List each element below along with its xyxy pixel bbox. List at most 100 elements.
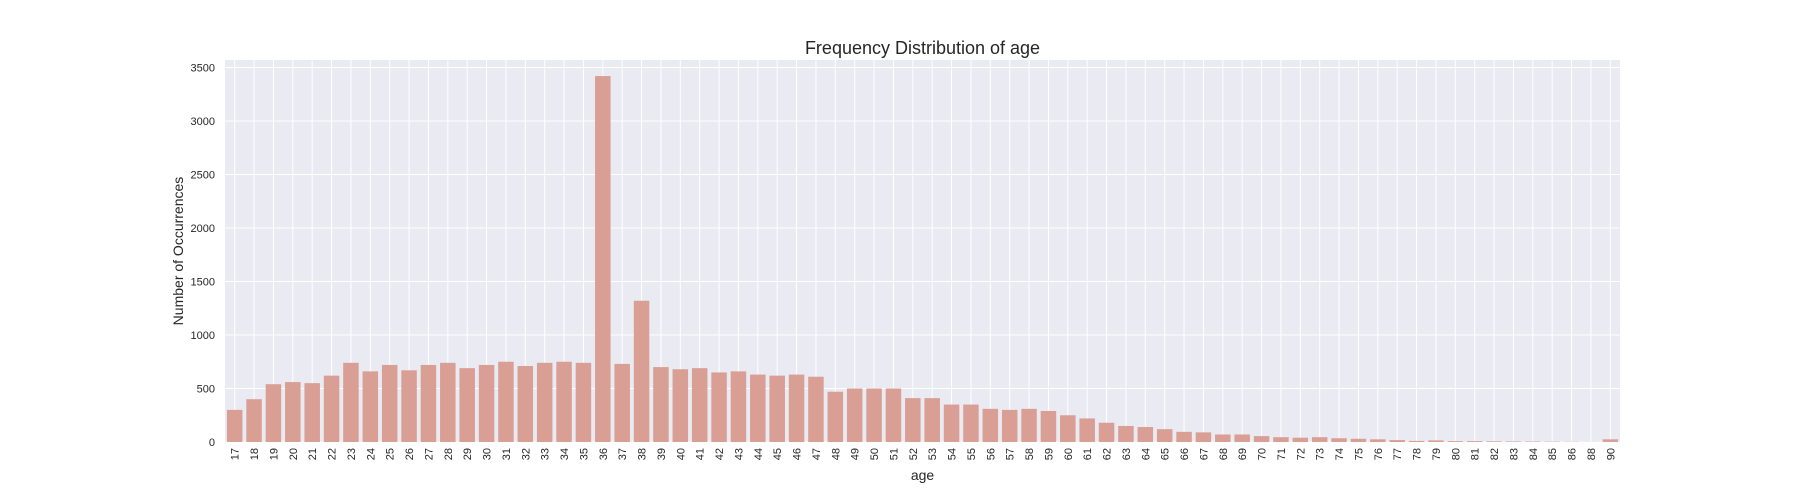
- bars: [226, 76, 1619, 443]
- x-axis-ticks: 17 18 19 20 21 22 23 24 25 26 27 28 29 30 31 32 33 34 35 36…: [230, 448, 1618, 460]
- x-tick-label: 55: [966, 448, 978, 460]
- y-tick-label: 0: [209, 437, 215, 449]
- x-tick-label: 64: [1140, 448, 1152, 460]
- bar-age-70: [1253, 436, 1270, 442]
- plot-background: [225, 60, 1620, 442]
- bar-age-54: [943, 404, 960, 442]
- bar-age-56: [982, 408, 999, 442]
- bar-age-51: [885, 388, 902, 442]
- bar-age-66: [1176, 431, 1192, 442]
- x-tick-label: 77: [1392, 448, 1404, 460]
- x-tick-label: 52: [908, 448, 920, 460]
- x-tick-label: 24: [365, 448, 377, 460]
- bar-age-41: [691, 368, 708, 442]
- bar-age-33: [536, 362, 553, 442]
- x-tick-label: 49: [850, 448, 862, 460]
- x-tick-label: 69: [1237, 448, 1249, 460]
- bar-age-44: [750, 374, 766, 442]
- x-tick-label: 56: [985, 448, 997, 460]
- bar-age-72: [1292, 437, 1309, 442]
- bar-age-49: [846, 388, 863, 442]
- bar-age-61: [1079, 418, 1095, 442]
- x-tick-label: 53: [927, 448, 939, 460]
- x-tick-label: 85: [1547, 448, 1559, 460]
- bar-age-42: [711, 372, 727, 442]
- x-tick-label: 17: [230, 448, 242, 460]
- x-tick-label: 75: [1353, 448, 1365, 460]
- x-tick-label: 34: [559, 448, 571, 460]
- x-tick-label: 82: [1489, 448, 1501, 460]
- x-tick-label: 84: [1528, 448, 1540, 460]
- x-tick-label: 58: [1024, 448, 1036, 460]
- bar-age-78: [1408, 440, 1425, 442]
- x-tick-label: 78: [1412, 448, 1424, 460]
- x-tick-label: 30: [482, 448, 494, 460]
- x-tick-label: 35: [578, 448, 590, 460]
- bar-age-29: [459, 368, 475, 442]
- bar-age-65: [1156, 429, 1173, 442]
- x-tick-label: 63: [1121, 448, 1133, 460]
- x-tick-label: 74: [1334, 448, 1346, 460]
- bar-age-60: [1060, 415, 1076, 442]
- bar-age-80: [1447, 441, 1464, 442]
- x-tick-label: 25: [385, 448, 397, 460]
- bar-age-75: [1350, 438, 1367, 442]
- x-tick-label: 62: [1102, 448, 1114, 460]
- bar-age-59: [1040, 410, 1057, 442]
- bar-age-64: [1137, 427, 1154, 442]
- x-tick-label: 41: [695, 448, 707, 460]
- x-tick-label: 65: [1160, 448, 1172, 460]
- x-tick-label: 51: [888, 448, 900, 460]
- bar-age-77: [1389, 440, 1405, 442]
- x-tick-label: 18: [249, 448, 261, 460]
- bar-age-21: [304, 383, 320, 442]
- x-tick-label: 44: [753, 448, 765, 460]
- bar-age-38: [633, 300, 650, 442]
- x-tick-label: 42: [714, 448, 726, 460]
- bar-age-30: [478, 364, 495, 442]
- x-tick-label: 88: [1586, 448, 1598, 460]
- x-tick-label: 81: [1470, 448, 1482, 460]
- bar-age-45: [769, 375, 785, 442]
- x-tick-label: 68: [1218, 448, 1230, 460]
- x-tick-label: 26: [404, 448, 416, 460]
- x-tick-label: 19: [268, 448, 280, 460]
- bar-age-82: [1486, 441, 1502, 442]
- chart-title: Frequency Distribution of age: [805, 38, 1040, 58]
- x-tick-label: 32: [520, 448, 532, 460]
- x-tick-label: 59: [1043, 448, 1055, 460]
- x-tick-label: 22: [327, 448, 339, 460]
- bar-age-68: [1215, 434, 1231, 442]
- x-tick-label: 23: [346, 448, 358, 460]
- bar-age-83: [1505, 441, 1522, 442]
- x-tick-label: 46: [792, 448, 804, 460]
- bar-age-58: [1021, 408, 1037, 442]
- x-tick-label: 43: [733, 448, 745, 460]
- x-tick-label: 79: [1431, 448, 1443, 460]
- bar-age-63: [1118, 425, 1134, 442]
- bar-age-57: [1001, 409, 1018, 442]
- x-axis-label: age: [911, 467, 935, 483]
- x-tick-label: 57: [1005, 448, 1017, 460]
- x-tick-label: 40: [675, 448, 687, 460]
- x-tick-label: 90: [1605, 448, 1617, 460]
- bar-age-22: [323, 375, 340, 442]
- x-tick-label: 86: [1567, 448, 1579, 460]
- x-tick-label: 27: [423, 448, 435, 460]
- bar-age-24: [362, 371, 379, 442]
- bar-age-32: [517, 366, 534, 442]
- x-tick-label: 72: [1295, 448, 1307, 460]
- bar-age-55: [963, 404, 979, 442]
- bar-age-76: [1370, 439, 1386, 442]
- bar-age-40: [672, 369, 689, 442]
- bar-age-27: [420, 364, 437, 442]
- bar-age-35: [575, 362, 592, 442]
- y-tick-label: 2000: [191, 223, 215, 235]
- y-tick-label: 1000: [191, 330, 215, 342]
- bar-age-48: [827, 391, 844, 442]
- bar-age-19: [265, 384, 282, 442]
- bar-age-20: [285, 382, 301, 442]
- x-tick-label: 21: [307, 448, 319, 460]
- x-tick-label: 48: [830, 448, 842, 460]
